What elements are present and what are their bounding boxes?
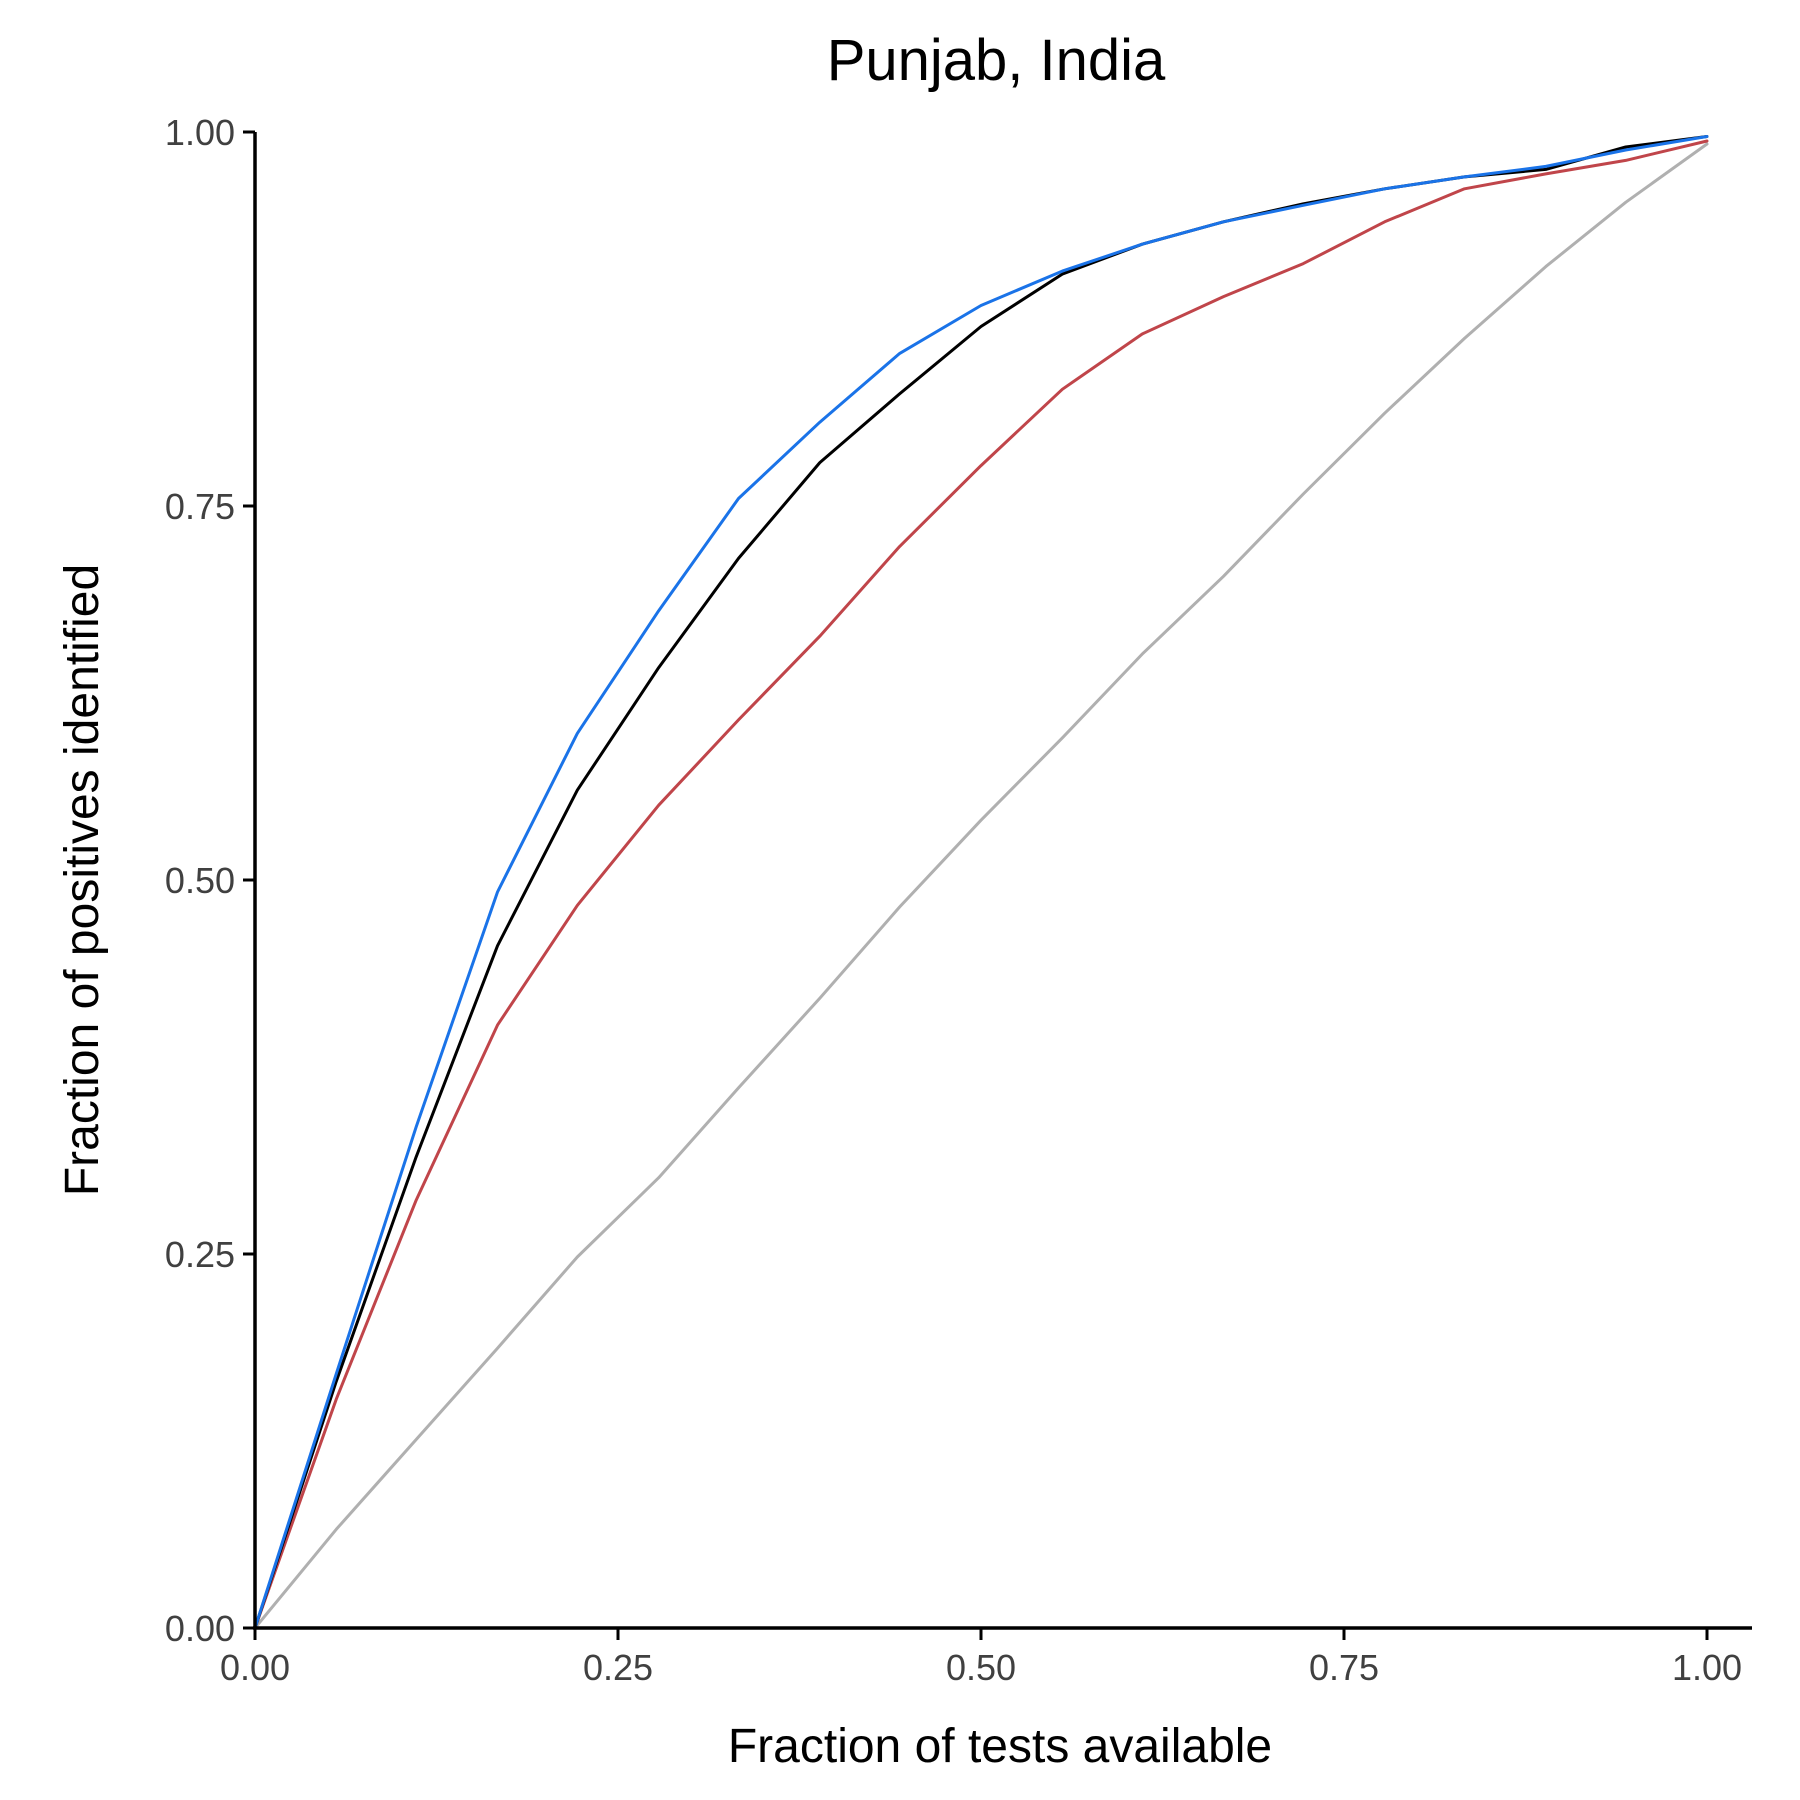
y-tick-label: 1.00 xyxy=(165,112,235,153)
series-line-3 xyxy=(253,139,1709,1630)
x-axis-ticks: 0.00 0.25 0.50 0.75 1.00 xyxy=(220,1628,1742,1688)
x-tick-label: 0.75 xyxy=(1309,1647,1379,1688)
y-tick-label: 0.50 xyxy=(165,860,235,901)
x-axis-label: Fraction of tests available xyxy=(728,1720,1272,1773)
x-tick-label: 0.25 xyxy=(583,1647,653,1688)
series-line-4 xyxy=(253,142,1709,1630)
y-tick-label: 0.00 xyxy=(165,1608,235,1649)
y-tick-label: 0.75 xyxy=(165,486,235,527)
chart-title: Punjab, India xyxy=(827,28,1166,93)
y-axis-label: Fraction of positives identified xyxy=(56,564,109,1196)
x-tick-label: 0.50 xyxy=(946,1647,1016,1688)
series-line-2 xyxy=(253,135,1709,1630)
plot-area xyxy=(253,135,1709,1630)
series-line-1 xyxy=(253,135,1709,1630)
y-axis-ticks: 0.00 0.25 0.50 0.75 1.00 xyxy=(165,112,255,1649)
y-tick-label: 0.25 xyxy=(165,1234,235,1275)
x-tick-label: 1.00 xyxy=(1672,1647,1742,1688)
x-tick-label: 0.00 xyxy=(220,1647,290,1688)
